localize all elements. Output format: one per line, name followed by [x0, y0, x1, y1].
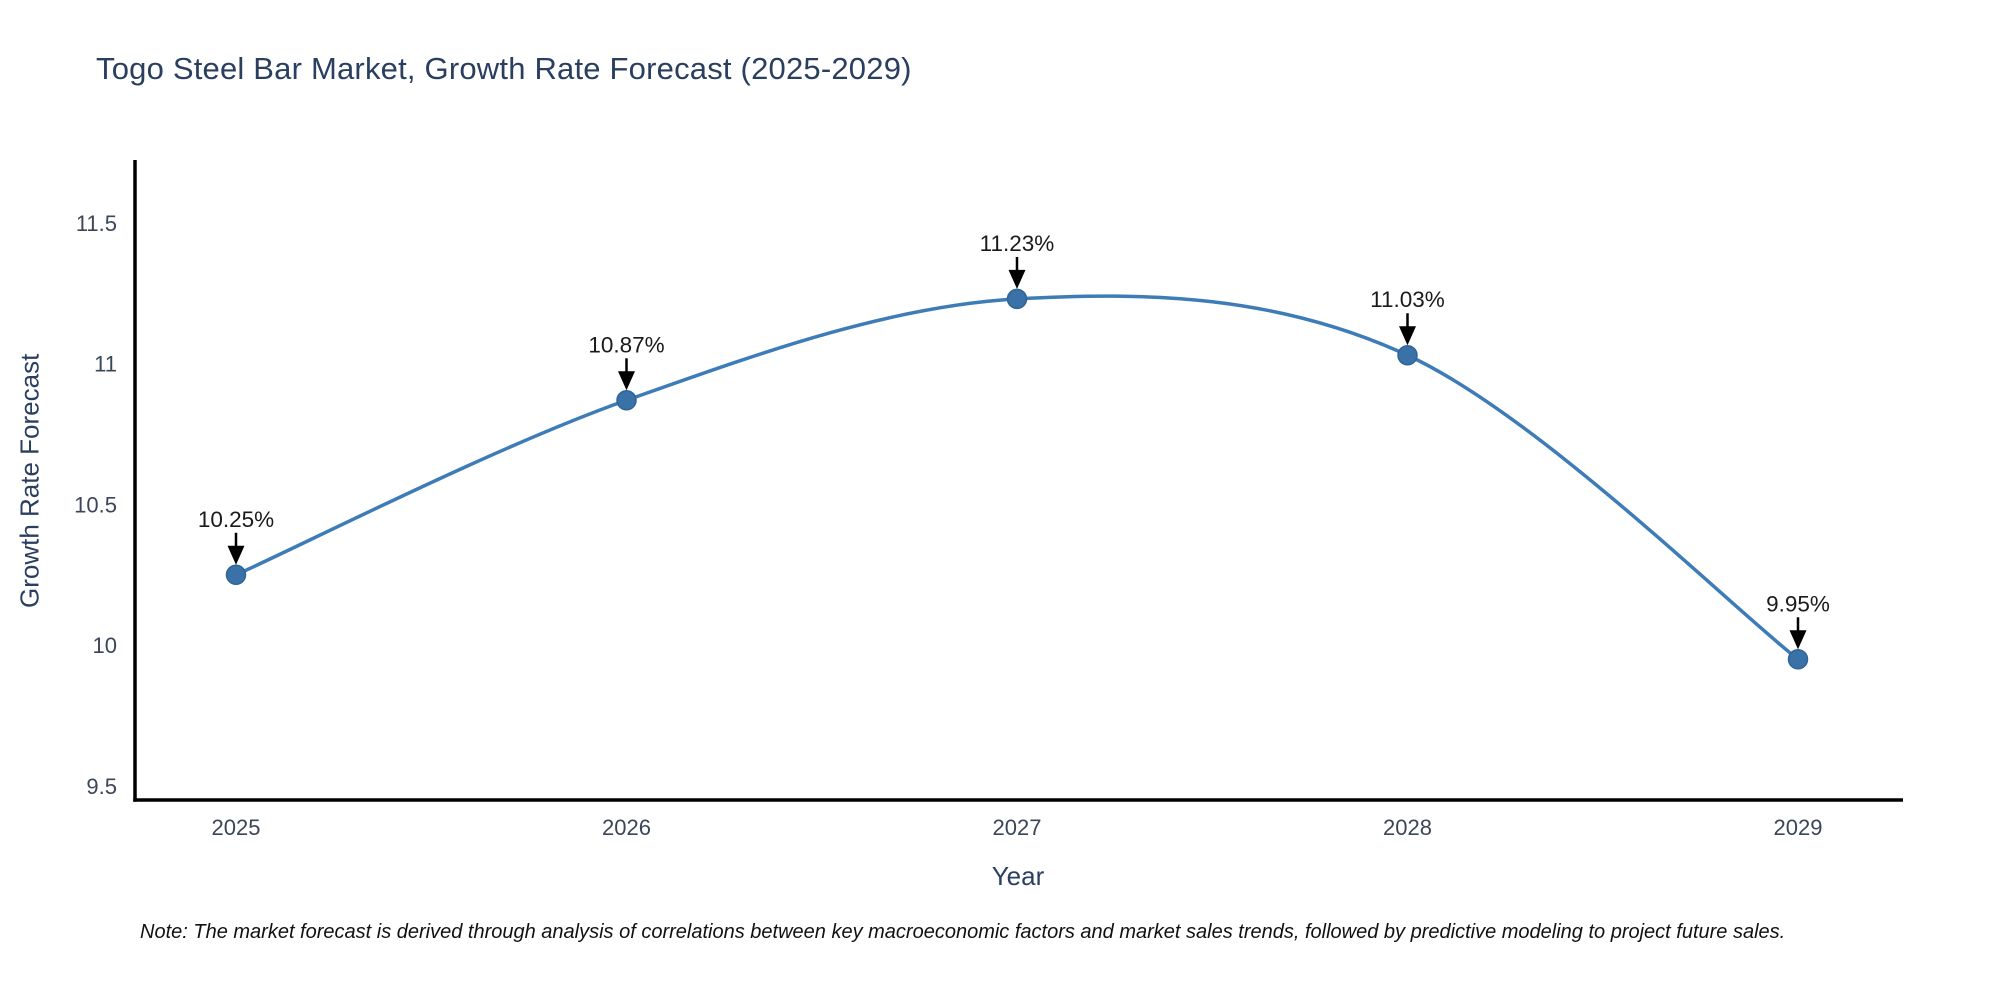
- annotation-arrowhead: [1399, 326, 1416, 346]
- annotation-arrowhead: [1789, 630, 1807, 650]
- series-line: [234, 294, 1800, 662]
- x-axis-title: Year: [991, 861, 1045, 891]
- x-tick-label: 2025: [212, 815, 261, 840]
- annotation-label: 10.87%: [588, 332, 664, 357]
- annotation-arrowhead: [618, 371, 635, 391]
- annotation-label: 10.25%: [198, 507, 274, 532]
- chart-title: Togo Steel Bar Market, Growth Rate Forec…: [96, 51, 912, 86]
- y-tick-label: 11: [94, 352, 117, 377]
- axes-layer: 9.5 10 10.5 11 11.5 2025 2026 2027 2028 2029: [74, 160, 1903, 840]
- data-point-marker: [1397, 344, 1418, 366]
- x-tick-label: 2027: [993, 815, 1042, 840]
- annotation-label: 9.95%: [1766, 591, 1830, 616]
- y-tick-label: 9.5: [86, 774, 117, 799]
- y-tick-label: 11.5: [76, 211, 117, 236]
- annotation-arrowhead: [1008, 269, 1026, 289]
- annotation-arrowhead: [227, 545, 245, 565]
- data-point-marker: [1787, 649, 1809, 670]
- data-point-marker: [225, 564, 247, 586]
- x-tick-label: 2029: [1774, 815, 1823, 840]
- data-point-marker: [616, 390, 637, 411]
- footnote: Note: The market forecast is derived thr…: [140, 921, 1786, 943]
- y-tick-label: 10: [93, 633, 117, 658]
- annotation-label: 11.03%: [1370, 287, 1445, 312]
- x-tick-label: 2028: [1383, 815, 1432, 840]
- annotation-label: 11.23%: [980, 231, 1055, 256]
- annotation-layer: 10.25% 10.87% 11.23% 11.03% 9.95%: [198, 231, 1830, 650]
- data-point-marker: [1006, 288, 1028, 310]
- x-tick-label: 2026: [602, 815, 651, 840]
- y-tick-label: 10.5: [74, 492, 117, 517]
- series-layer: [225, 288, 1809, 670]
